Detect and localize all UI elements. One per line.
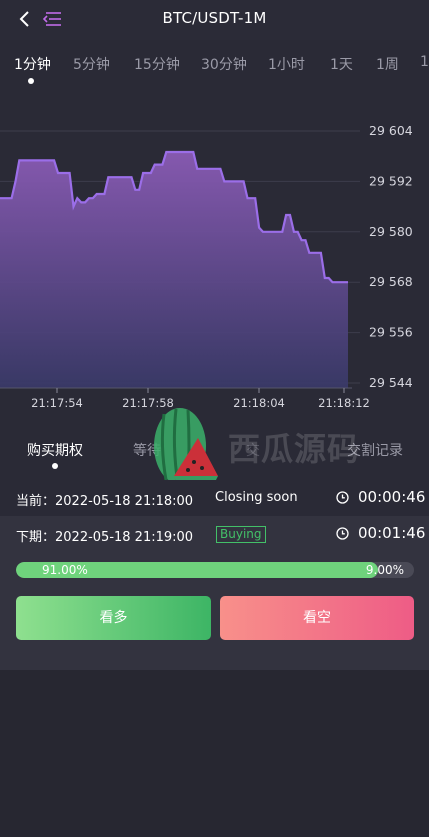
order-tabs: 购买期权 等待 交 交割记录 [0,430,429,474]
chevron-left-icon[interactable] [18,10,32,28]
next-period-row: 下期：2022-05-18 21:19:00 Buying 00:01:46 [0,516,429,552]
menu-icon[interactable] [42,11,62,27]
price-line [0,150,348,284]
y-tick-label: 29 592 [369,173,413,188]
next-period-timer: 00:01:46 [358,524,426,542]
tab-delivery[interactable]: 交 [246,443,260,459]
price-chart: 29 604 29 592 29 580 29 568 29 556 29 544 21:1… [0,100,429,420]
trade-panel: 91.00% 9.00% 看多 看空 [0,552,429,670]
short-percentage: 9.00% [365,563,404,577]
x-tick-label: 21:17:54 [31,396,83,410]
active-subtab-indicator [52,463,58,469]
current-period-status: Closing soon [215,490,298,505]
tab-1day[interactable]: 1天 [330,57,353,73]
y-tick-label: 29 544 [369,375,413,390]
interval-tabs: 1分钟 5分钟 15分钟 30分钟 1小时 1天 1周 1 [0,44,429,94]
status-badge: Buying [216,526,266,543]
tab-5min[interactable]: 5分钟 [73,57,110,73]
top-bar: BTC/USDT-1M [0,0,429,40]
current-period-timer: 00:00:46 [358,488,426,506]
price-area-fill [0,152,348,388]
page-title: BTC/USDT-1M [162,9,267,27]
x-tick-label: 21:18:12 [318,396,370,410]
clock-icon [336,491,349,504]
tab-buy-options[interactable]: 购买期权 [27,443,83,459]
long-ratio-fill [16,562,379,578]
tab-waiting[interactable]: 等待 [133,443,161,459]
current-period-label: 当前：2022-05-18 21:18:00 [16,494,194,509]
watermelon-logo [154,408,218,485]
tab-15min[interactable]: 15分钟 [134,57,180,73]
clock-icon [336,527,349,540]
y-tick-label: 29 556 [369,325,413,340]
x-tick-label: 21:18:04 [233,396,285,410]
active-tab-indicator [28,78,34,84]
buy-short-button[interactable]: 看空 [220,596,414,640]
tab-delivery-records[interactable]: 交割记录 [347,443,403,459]
tab-30min[interactable]: 30分钟 [201,57,247,73]
long-percentage: 91.00% [42,563,88,577]
y-tick-label: 29 580 [369,224,413,239]
tab-1hour[interactable]: 1小时 [268,57,305,73]
long-short-ratio-bar: 91.00% 9.00% [16,562,414,578]
bottom-empty-area [0,670,429,837]
tab-more[interactable]: 1 [420,54,429,70]
tab-1min[interactable]: 1分钟 [14,57,51,73]
price-chart-svg: 29 604 29 592 29 580 29 568 29 556 29 544 21:1… [0,123,413,410]
current-period-row: 当前：2022-05-18 21:18:00 Closing soon 00:0… [0,480,429,516]
watermark: 西瓜源码 [150,400,385,490]
y-tick-label: 29 604 [369,123,413,138]
tab-1week[interactable]: 1周 [376,57,399,73]
next-period-label: 下期：2022-05-18 21:19:00 [16,530,194,545]
watermark-text: 西瓜源码 [228,430,361,468]
x-tick-label: 21:17:58 [122,396,174,410]
buy-long-button[interactable]: 看多 [16,596,211,640]
y-tick-label: 29 568 [369,274,413,289]
